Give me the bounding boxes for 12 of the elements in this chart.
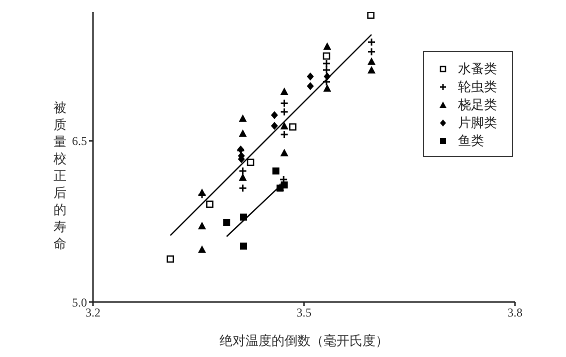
legend-label: 片脚类	[458, 115, 497, 132]
legend-label: 轮虫类	[458, 79, 497, 96]
legend-label: 桡足类	[458, 97, 497, 114]
legend-label: 水蚤类	[458, 61, 497, 78]
x-tick-label: 3.8	[508, 306, 522, 320]
x-tick-label: 3.5	[296, 306, 312, 320]
y-tick-label: 6.5	[72, 134, 87, 148]
text: 被质量校正后的寿命	[54, 101, 66, 252]
y-tick-label: 5.0	[72, 295, 87, 310]
x-axis-title: 绝对温度的倒数（毫开氏度）	[220, 333, 388, 349]
legend-label: 鱼类	[458, 133, 484, 150]
x-tick-label: 3.2	[86, 306, 100, 320]
